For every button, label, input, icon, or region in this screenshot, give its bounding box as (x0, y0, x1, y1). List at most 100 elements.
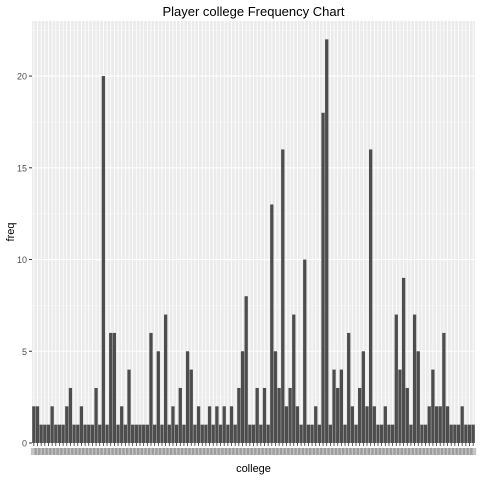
x-tick-label-smudge (320, 448, 327, 455)
bar (390, 424, 395, 443)
x-tick-label-smudge (115, 448, 122, 455)
x-tick-label-smudge (34, 448, 41, 455)
bar (61, 424, 65, 443)
bar (39, 424, 43, 443)
x-tick-label-smudge (202, 448, 209, 455)
bar (405, 387, 409, 443)
x-tick-label-smudge (437, 448, 444, 455)
x-tick-label-smudge (89, 448, 96, 455)
x-tick-label-smudge (440, 448, 447, 455)
bar (442, 332, 446, 443)
x-tick-label-smudge (385, 448, 392, 455)
x-tick-label-smudge (261, 448, 268, 455)
bar (328, 424, 333, 443)
bar (94, 387, 98, 443)
x-tick-label-smudge (466, 448, 473, 455)
x-tick-label-smudge (338, 448, 345, 455)
bar (87, 424, 91, 443)
x-tick-label-smudge (129, 448, 136, 455)
x-tick-label-smudge (71, 448, 78, 455)
bar (215, 406, 219, 443)
x-axis-label: college (236, 463, 271, 475)
x-tick-label-smudge (30, 448, 37, 455)
bar (379, 424, 384, 443)
x-tick-label-smudge (199, 448, 206, 455)
x-tick-label-smudge (93, 448, 100, 455)
bar (79, 406, 84, 443)
x-tick-label-smudge (133, 448, 140, 455)
x-tick-label-smudge (418, 448, 425, 455)
bar (167, 424, 171, 443)
bar (427, 406, 431, 443)
x-tick-label-smudge (85, 448, 92, 455)
bar (299, 424, 303, 443)
bar (112, 332, 117, 443)
x-tick-label-smudge (118, 448, 125, 455)
y-axis-label: freq (5, 223, 17, 242)
bar (398, 369, 402, 443)
bar (240, 351, 245, 443)
x-tick-label-smudge (448, 448, 455, 455)
x-tick-label-smudge (462, 448, 469, 455)
bar (145, 424, 149, 443)
bar (222, 406, 226, 443)
x-tick-label-smudge (356, 448, 363, 455)
bar (35, 406, 40, 443)
bar (98, 424, 102, 443)
bar (185, 351, 190, 443)
bar (445, 406, 450, 443)
x-tick-label-smudge (371, 448, 378, 455)
bar (288, 387, 292, 443)
bar (153, 424, 157, 443)
x-tick-label-smudge (429, 448, 436, 455)
bar (277, 387, 281, 443)
bar (292, 314, 296, 443)
bar (248, 424, 252, 443)
bar (471, 424, 475, 443)
x-tick-label-smudge (213, 448, 220, 455)
x-tick-label-smudge (254, 448, 261, 455)
bar (68, 387, 73, 443)
bar (266, 424, 270, 443)
x-tick-label-smudge (290, 448, 297, 455)
bar (332, 369, 336, 443)
x-tick-label-smudge (140, 448, 147, 455)
bar (120, 406, 124, 443)
bar (456, 424, 461, 443)
x-tick-label-smudge (246, 448, 253, 455)
x-tick-label-smudge (107, 448, 114, 455)
bar (65, 406, 69, 443)
y-tick-label: 20 (17, 72, 27, 82)
bar (365, 406, 369, 443)
x-tick-label-smudge (309, 448, 316, 455)
x-tick-label-smudge (221, 448, 228, 455)
x-tick-label-smudge (195, 448, 202, 455)
x-tick-label-smudge (331, 448, 338, 455)
x-tick-label-smudge (342, 448, 349, 455)
bar (54, 424, 58, 443)
bar (358, 387, 362, 443)
x-tick-label-smudge (459, 448, 466, 455)
x-tick-label-smudge (257, 448, 264, 455)
bar (101, 76, 106, 443)
bar (105, 424, 109, 443)
x-tick-label-smudge (396, 448, 403, 455)
grid (32, 21, 475, 444)
x-tick-label-smudge (407, 448, 414, 455)
bar (90, 424, 95, 443)
bar (339, 369, 344, 443)
x-tick-label-smudge (191, 448, 198, 455)
x-tick-label-smudge (444, 448, 451, 455)
bar (317, 424, 322, 443)
bar (251, 424, 256, 443)
x-tick-label-smudge (298, 448, 305, 455)
bar (127, 369, 131, 443)
bar (270, 204, 274, 443)
bar (207, 406, 212, 443)
x-tick-label-smudge (433, 448, 440, 455)
bar (467, 424, 472, 443)
x-tick-label-smudge (367, 448, 374, 455)
x-tick-label-smudge (268, 448, 275, 455)
bar (401, 277, 406, 443)
x-tick-label-smudge (151, 448, 158, 455)
